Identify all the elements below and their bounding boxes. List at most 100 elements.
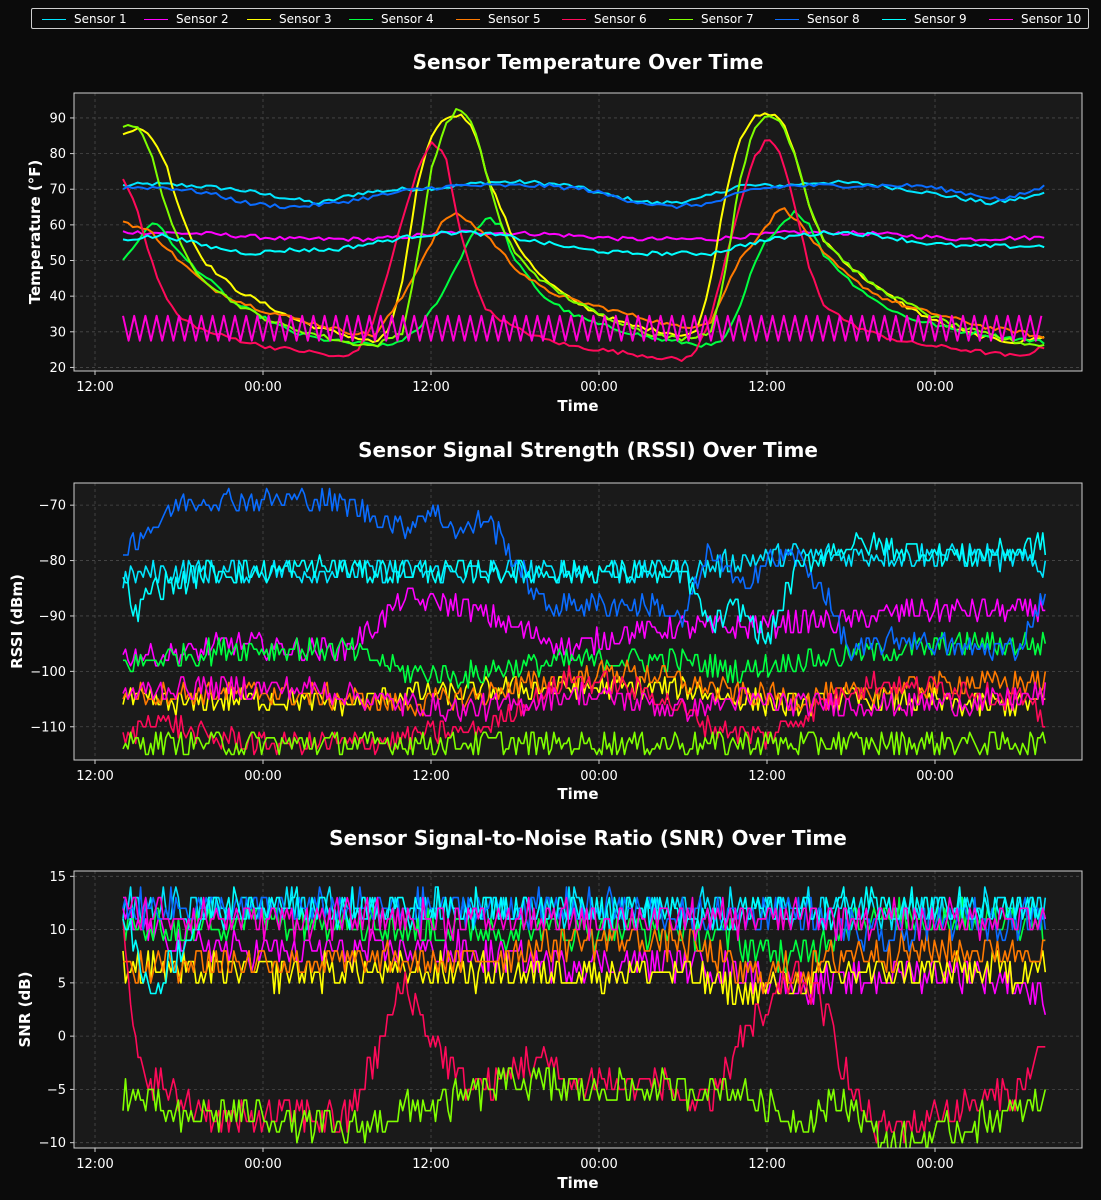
x-tick-label: 00:00: [916, 380, 953, 395]
series-group: [122, 108, 1045, 362]
x-tick-label: 00:00: [244, 769, 281, 784]
x-tick-label: 12:00: [748, 380, 785, 395]
plot-frame: [73, 92, 1083, 372]
x-tick-label: 12:00: [76, 1157, 113, 1172]
series-group: [122, 886, 1047, 1148]
y-tick-label: −100: [30, 665, 66, 680]
x-tick-label: 00:00: [580, 769, 617, 784]
y-tick-label: 60: [49, 218, 66, 233]
chart-3: −10 −5 0 5 10 15 12:00 00:00 12:00 00:00 12:00 00:0…: [16, 826, 1083, 1192]
chart-title: Sensor Signal-to-Noise Ratio (SNR) Over …: [329, 826, 847, 850]
legend-swatch-sensor-4: [349, 18, 373, 20]
series-line-sensor-7: [122, 1067, 1047, 1148]
series-line-sensor-8: [123, 487, 1047, 662]
y-tick-label: 0: [58, 1030, 66, 1045]
plot-area: [74, 93, 1082, 371]
legend-item-sensor-4: Sensor 4: [349, 11, 434, 27]
x-tick-label: 00:00: [916, 1157, 953, 1172]
y-tick-label: 90: [49, 111, 66, 126]
plot-area: [74, 483, 1082, 760]
legend-item-sensor-5: Sensor 5: [456, 11, 541, 27]
legend-item-sensor-7: Sensor 7: [669, 11, 754, 27]
x-tick-label: 00:00: [244, 1157, 281, 1172]
legend-label-sensor-3: Sensor 3: [279, 12, 332, 26]
series-line-sensor-3: [122, 676, 1046, 717]
series-line-sensor-2: [122, 587, 1046, 667]
legend: Sensor 1 Sensor 2 Sensor 3 Sensor 4 Sens…: [31, 8, 1089, 29]
chart-1: 20 30 40 50 60 70 80 90 12:00 00:00 12:00 00:00 12:0…: [26, 50, 1083, 415]
chart-title: Sensor Signal Strength (RSSI) Over Time: [358, 438, 818, 462]
legend-item-sensor-9: Sensor 9: [882, 11, 967, 27]
x-tick-label: 12:00: [76, 380, 113, 395]
legend-swatch-sensor-7: [669, 18, 693, 20]
x-tick-label: 00:00: [580, 380, 617, 395]
legend-label-sensor-10: Sensor 10: [1021, 12, 1082, 26]
legend-swatch-sensor-3: [247, 18, 271, 20]
x-axis-label: Time: [557, 1174, 598, 1192]
legend-item-sensor-8: Sensor 8: [775, 11, 860, 27]
y-tick-label: 70: [49, 183, 66, 198]
y-tick-label: 80: [49, 147, 66, 162]
y-tick-label: 5: [58, 976, 66, 991]
series-line-sensor-7: [122, 731, 1047, 756]
legend-swatch-sensor-10: [989, 18, 1013, 20]
x-tick-label: 00:00: [580, 1157, 617, 1172]
legend-swatch-sensor-1: [42, 18, 66, 20]
y-tick-label: −10: [39, 1136, 66, 1151]
series-line-sensor-9: [122, 532, 1047, 645]
y-axis-label: RSSI (dBm): [8, 574, 26, 669]
legend-label-sensor-1: Sensor 1: [74, 12, 127, 26]
y-tick-label: 15: [49, 870, 66, 885]
series-line-sensor-7: [122, 108, 1045, 348]
series-line-sensor-10: [122, 314, 1043, 342]
legend-item-sensor-1: Sensor 1: [42, 11, 127, 27]
legend-item-sensor-3: Sensor 3: [247, 11, 332, 27]
legend-item-sensor-10: Sensor 10: [989, 11, 1081, 27]
y-axis-label: Temperature (°F): [26, 160, 44, 305]
series-group: [122, 487, 1047, 756]
legend-swatch-sensor-5: [456, 18, 480, 20]
series-line-sensor-4: [123, 631, 1047, 689]
legend-label-sensor-9: Sensor 9: [914, 12, 967, 26]
legend-swatch-sensor-8: [775, 18, 799, 20]
y-tick-label: −70: [39, 499, 66, 514]
y-axis-label: SNR (dB): [16, 971, 34, 1047]
y-tick-label: 30: [49, 325, 66, 340]
x-tick-label: 12:00: [412, 769, 449, 784]
x-axis-label: Time: [557, 397, 598, 415]
series-line-sensor-8: [122, 182, 1045, 210]
legend-label-sensor-4: Sensor 4: [381, 12, 434, 26]
series-line-sensor-2: [122, 229, 1045, 243]
legend-label-sensor-2: Sensor 2: [176, 12, 229, 26]
y-tick-label: 10: [49, 923, 66, 938]
chart-2: −110 −100 −90 −80 −70 12:00 00:00 12:00 00:00 12:…: [8, 438, 1083, 803]
legend-label-sensor-6: Sensor 6: [594, 12, 647, 26]
series-line-sensor-1: [122, 543, 1047, 589]
plot-frame: [73, 482, 1083, 761]
x-tick-label: 00:00: [916, 769, 953, 784]
legend-label-sensor-8: Sensor 8: [807, 12, 860, 26]
y-tick-label: 50: [49, 254, 66, 269]
legend-label-sensor-5: Sensor 5: [488, 12, 541, 26]
legend-item-sensor-2: Sensor 2: [144, 11, 229, 27]
legend-label-sensor-7: Sensor 7: [701, 12, 754, 26]
legend-swatch-sensor-6: [562, 18, 586, 20]
y-tick-label: −5: [47, 1083, 66, 1098]
y-tick-label: −90: [39, 609, 66, 624]
legend-item-sensor-6: Sensor 6: [562, 11, 647, 27]
y-tick-label: −110: [30, 720, 66, 735]
chart-title: Sensor Temperature Over Time: [413, 50, 764, 74]
legend-swatch-sensor-2: [144, 18, 168, 20]
y-tick-label: 40: [49, 290, 66, 305]
x-tick-label: 00:00: [244, 380, 281, 395]
series-line-sensor-5: [123, 918, 1046, 995]
series-line-sensor-9: [122, 230, 1045, 257]
x-tick-label: 12:00: [748, 1157, 785, 1172]
y-tick-label: 20: [49, 361, 66, 376]
legend-swatch-sensor-9: [882, 18, 906, 20]
x-tick-label: 12:00: [748, 769, 785, 784]
y-tick-label: −80: [39, 554, 66, 569]
x-tick-label: 12:00: [412, 1157, 449, 1172]
plot-frame: [73, 870, 1083, 1149]
